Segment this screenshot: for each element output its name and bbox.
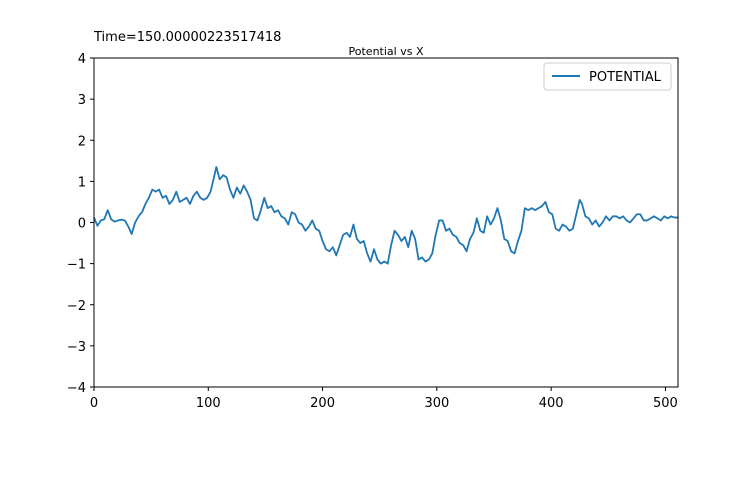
y-tick-label: −4 xyxy=(67,381,86,396)
y-tick-label: 3 xyxy=(78,93,86,108)
series-line-potential xyxy=(93,166,678,265)
plot-area xyxy=(94,58,678,387)
y-tick-label: 2 xyxy=(78,134,86,149)
chart-title: Potential vs X xyxy=(349,45,424,58)
y-tick-label: 4 xyxy=(78,52,86,67)
x-tick-label: 0 xyxy=(90,396,98,411)
x-tick-label: 100 xyxy=(196,396,221,411)
plot-frame xyxy=(93,57,679,388)
x-tick-label: 300 xyxy=(424,396,449,411)
time-label: Time=150.00000223517418 xyxy=(93,30,281,45)
x-tick-label: 500 xyxy=(653,396,678,411)
y-axis-ticks: −4 −3 −2 −1 0 1 2 3 4 xyxy=(67,52,94,396)
y-tick-label: −2 xyxy=(67,299,86,314)
y-tick-label: −3 xyxy=(67,340,86,355)
x-tick-label: 400 xyxy=(539,396,564,411)
x-tick-label: 200 xyxy=(310,396,335,411)
y-tick-label: 0 xyxy=(78,217,86,232)
legend-box xyxy=(543,62,672,91)
legend: POTENTIAL xyxy=(543,62,672,91)
series-layer xyxy=(93,166,678,265)
legend-label-potential: POTENTIAL xyxy=(589,70,662,85)
y-tick-label: −1 xyxy=(67,258,86,273)
y-tick-label: 1 xyxy=(78,175,86,190)
x-axis-ticks: 0 100 200 300 400 500 xyxy=(90,387,678,411)
